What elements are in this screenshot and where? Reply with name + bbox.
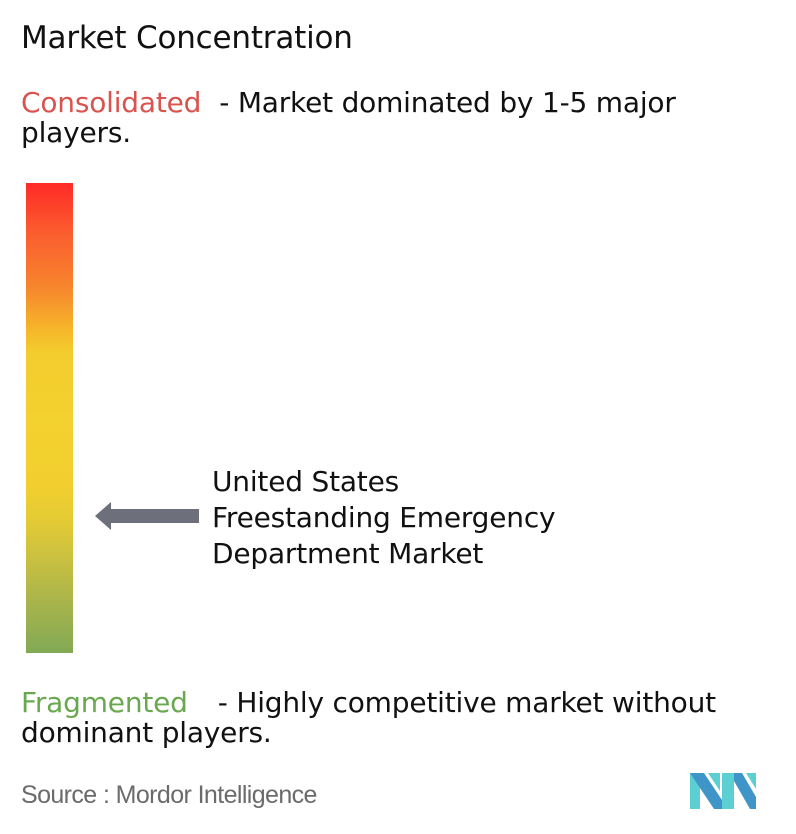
fragmented-label: Fragmented [21, 686, 188, 719]
marker-line-1: United States [212, 465, 400, 498]
market-marker-label: United States Freestanding Emergency Dep… [212, 464, 556, 572]
concentration-gradient-bar [26, 183, 73, 653]
marker-line-2: Freestanding Emergency [212, 501, 556, 534]
fragmented-legend: Fragmented - Highly competitive market wi… [21, 688, 791, 748]
arrow-left-icon [95, 502, 199, 530]
marker-line-3: Department Market [212, 537, 484, 570]
chart-title: Market Concentration [21, 20, 353, 56]
source-attribution: Source : Mordor Intelligence [21, 781, 317, 809]
mordor-intelligence-logo-icon [690, 773, 756, 809]
consolidated-label: Consolidated [21, 86, 202, 119]
consolidated-legend: Consolidated - Market dominated by 1-5 ma… [21, 88, 791, 148]
fragmented-description: - Highly competitive market without domi… [21, 686, 716, 749]
consolidated-description: - Market dominated by 1-5 major players. [21, 86, 676, 149]
